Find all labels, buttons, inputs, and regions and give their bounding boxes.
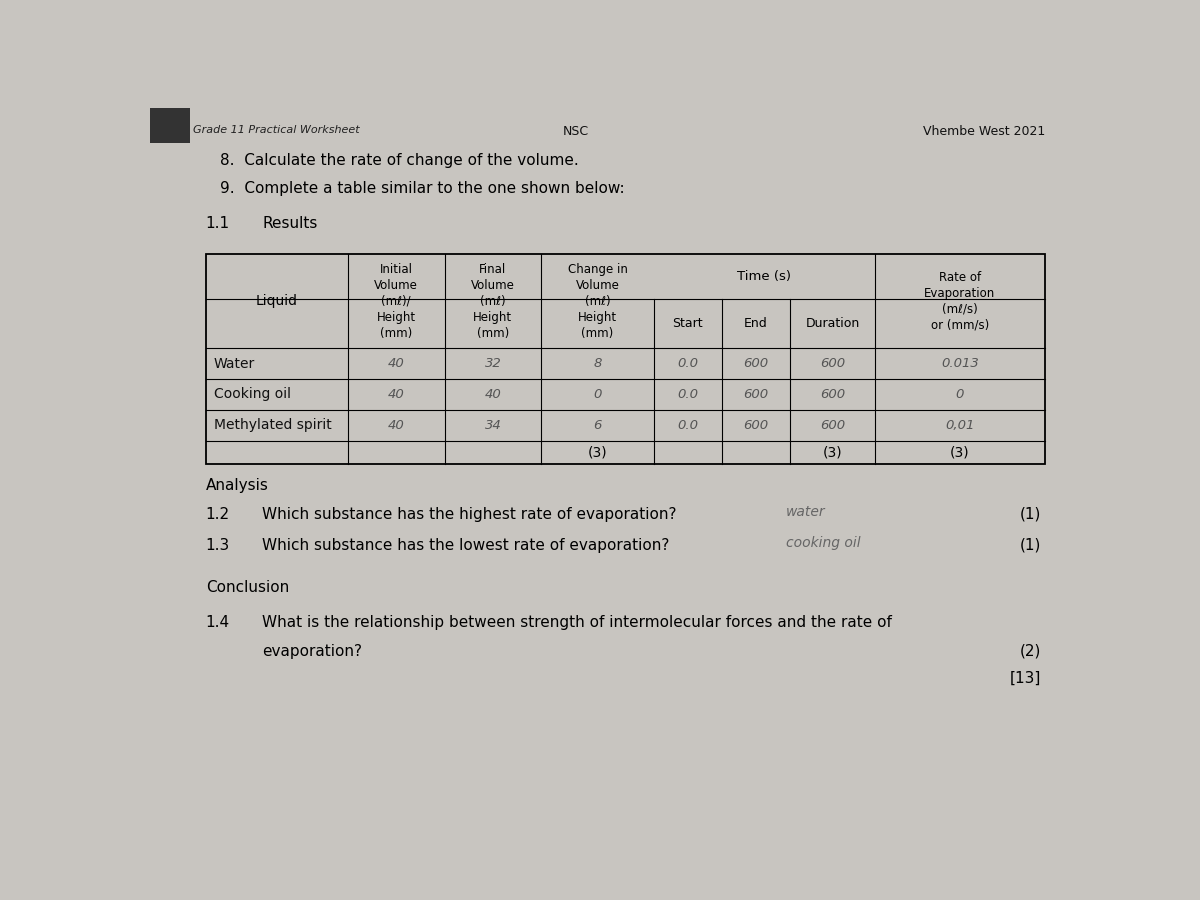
Text: 600: 600 (744, 388, 769, 400)
Text: 1.3: 1.3 (206, 537, 230, 553)
Text: Start: Start (672, 317, 703, 330)
Text: Methylated spirit: Methylated spirit (214, 418, 331, 432)
Text: 1.1: 1.1 (206, 216, 230, 230)
Text: 0.0: 0.0 (677, 418, 698, 432)
Text: Grade 11 Practical Worksheet: Grade 11 Practical Worksheet (193, 125, 359, 135)
Text: NSC: NSC (563, 125, 589, 138)
Text: 1.2: 1.2 (206, 507, 230, 522)
Text: 0.013: 0.013 (941, 357, 979, 370)
Text: (3): (3) (950, 446, 970, 459)
Text: Results: Results (263, 216, 318, 230)
Text: Which substance has the highest rate of evaporation?: Which substance has the highest rate of … (263, 507, 677, 522)
Text: 9.  Complete a table similar to the one shown below:: 9. Complete a table similar to the one s… (220, 181, 624, 196)
Text: 0.0: 0.0 (677, 388, 698, 400)
Text: 1.4: 1.4 (206, 615, 230, 630)
Text: (2): (2) (1020, 644, 1042, 659)
Text: 8: 8 (593, 357, 601, 370)
Text: 0: 0 (955, 388, 964, 400)
Text: 600: 600 (820, 388, 845, 400)
Text: Duration: Duration (805, 317, 859, 330)
Text: 8.  Calculate the rate of change of the volume.: 8. Calculate the rate of change of the v… (220, 153, 578, 167)
Text: Change in
Volume
(mℓ)
Height
(mm): Change in Volume (mℓ) Height (mm) (568, 263, 628, 340)
Text: 40: 40 (485, 388, 502, 400)
Text: (3): (3) (822, 446, 842, 459)
Text: 0,01: 0,01 (946, 418, 974, 432)
Text: 40: 40 (388, 418, 404, 432)
Text: evaporation?: evaporation? (263, 644, 362, 659)
Text: 32: 32 (485, 357, 502, 370)
Text: 600: 600 (820, 418, 845, 432)
Text: Water: Water (214, 356, 254, 371)
Text: 600: 600 (744, 418, 769, 432)
Bar (206, 255, 1045, 464)
Text: 34: 34 (485, 418, 502, 432)
Text: (1): (1) (1020, 507, 1042, 522)
Text: 40: 40 (388, 357, 404, 370)
Text: 600: 600 (744, 357, 769, 370)
Text: Final
Volume
(mℓ)
Height
(mm): Final Volume (mℓ) Height (mm) (470, 263, 515, 340)
FancyBboxPatch shape (150, 108, 1080, 801)
Text: Vhembe West 2021: Vhembe West 2021 (923, 125, 1045, 138)
Text: Rate of
Evaporation
(mℓ/s)
or (mm/s): Rate of Evaporation (mℓ/s) or (mm/s) (924, 271, 996, 332)
Text: Analysis: Analysis (206, 478, 269, 492)
Text: Which substance has the lowest rate of evaporation?: Which substance has the lowest rate of e… (263, 537, 670, 553)
Text: [13]: [13] (1010, 670, 1042, 686)
Text: 600: 600 (820, 357, 845, 370)
Bar (150, 108, 191, 142)
Text: 0.0: 0.0 (677, 357, 698, 370)
Text: Cooking oil: Cooking oil (214, 387, 290, 401)
Text: cooking oil: cooking oil (786, 536, 860, 550)
Text: 40: 40 (388, 388, 404, 400)
Text: What is the relationship between strength of intermolecular forces and the rate : What is the relationship between strengt… (263, 615, 893, 630)
Text: 6: 6 (593, 418, 601, 432)
Text: Time (s): Time (s) (737, 270, 791, 284)
Text: 0: 0 (593, 388, 601, 400)
Text: Conclusion: Conclusion (206, 580, 289, 595)
Text: (3): (3) (588, 446, 607, 459)
Text: Initial
Volume
(mℓ)/
Height
(mm): Initial Volume (mℓ)/ Height (mm) (374, 263, 418, 340)
Text: End: End (744, 317, 768, 330)
Text: water: water (786, 505, 826, 519)
Text: Liquid: Liquid (256, 294, 298, 309)
Text: (1): (1) (1020, 537, 1042, 553)
